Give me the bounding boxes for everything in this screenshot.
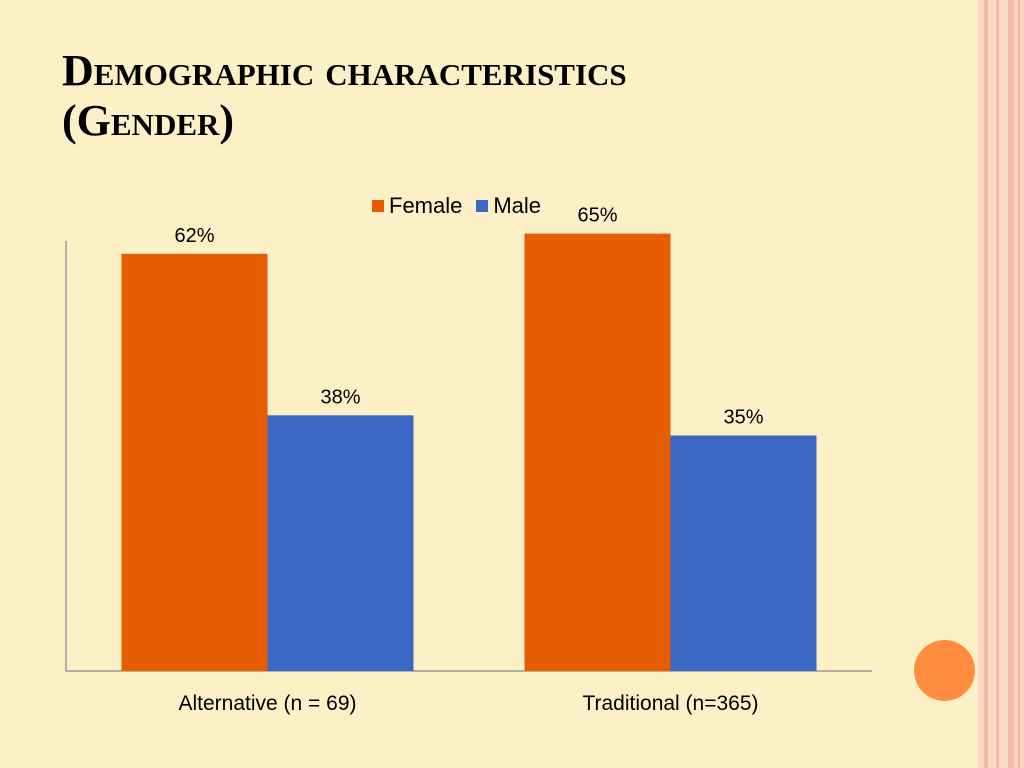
bar-male-2 <box>670 435 817 671</box>
data-label-female-1: 62% <box>174 225 214 247</box>
legend-label-male: Male <box>493 193 542 218</box>
bar-chart: 62% 38% Alternative (n = 69) 65% 35% Traditio… <box>65 205 872 715</box>
bar-female-2 <box>524 233 671 671</box>
data-label-female-2: 65% <box>577 205 617 227</box>
legend-item-female: Female <box>372 194 462 218</box>
legend-label-female: Female <box>389 193 463 218</box>
category-label-1: Alternative (n = 69) <box>178 692 356 715</box>
legend-swatch-male <box>476 200 489 212</box>
category-label-2: Traditional (n=365) <box>582 692 758 715</box>
decorative-circle <box>914 640 975 701</box>
data-label-male-2: 35% <box>723 407 763 429</box>
data-label-male-1: 38% <box>320 386 360 408</box>
legend-item-male: Male <box>476 194 541 218</box>
legend-swatch-female <box>372 200 384 212</box>
slide-title: Demographic characteristics (Gender) <box>62 46 627 145</box>
chart-legend: Female Male <box>372 194 555 218</box>
bar-female-1 <box>121 253 268 672</box>
bar-male-1 <box>267 415 414 671</box>
decorative-stripes <box>978 0 1024 768</box>
